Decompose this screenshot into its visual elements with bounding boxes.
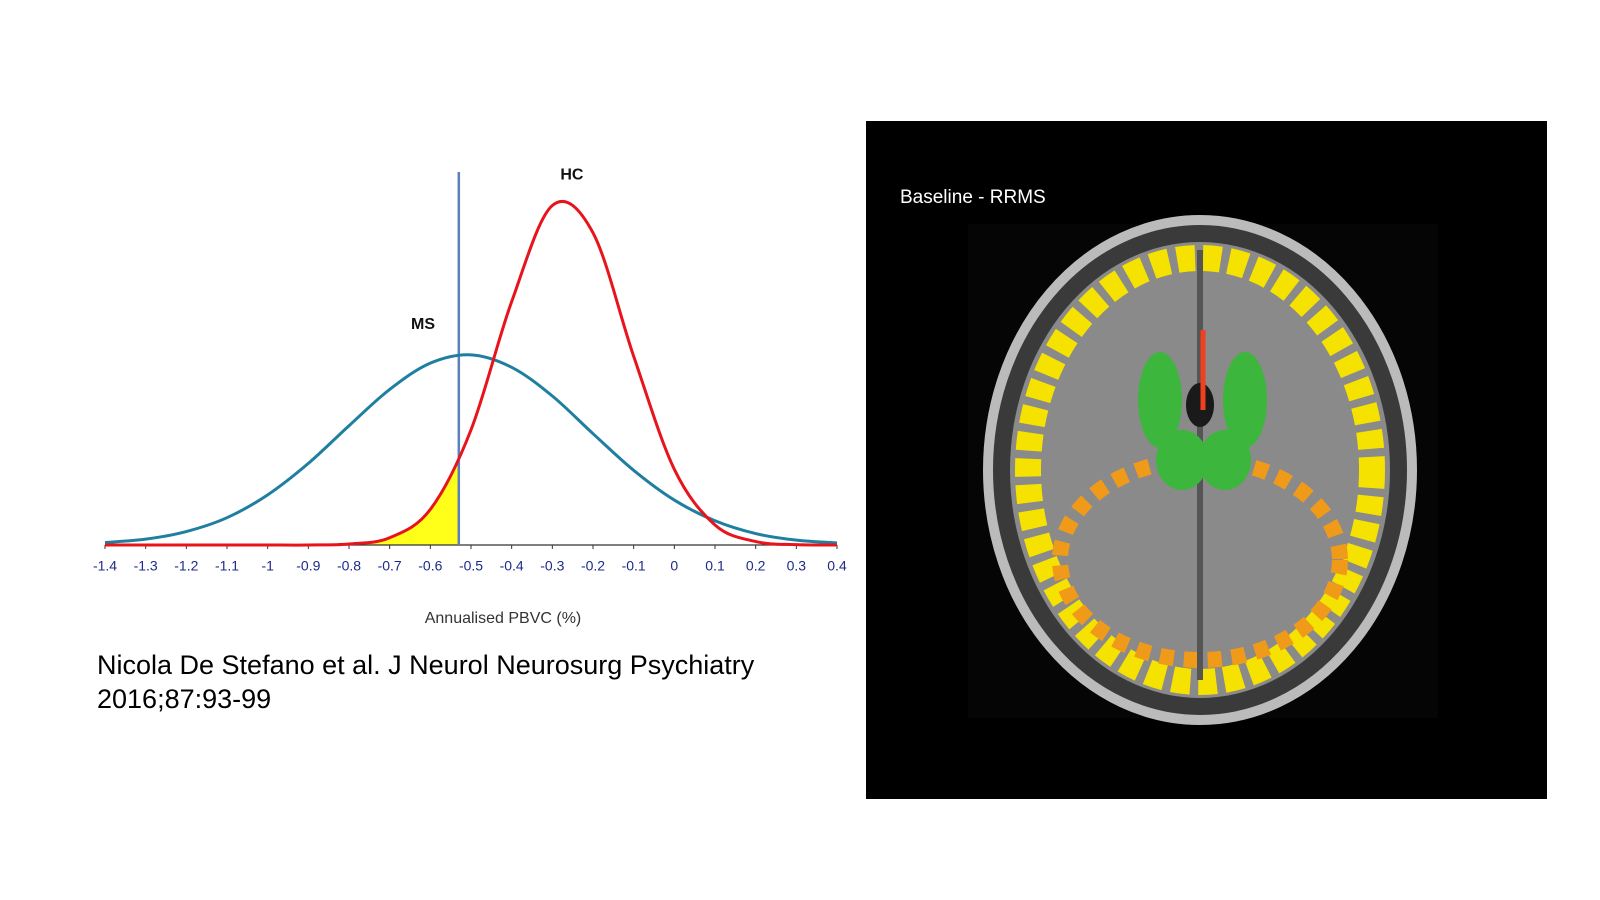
x-tick-label: -0.1 [622,558,646,574]
skull [983,215,1417,725]
x-tick-label: -0.2 [581,558,605,574]
deep-gm-right [1223,352,1267,448]
curve-label: HC [560,167,584,184]
image-caption: Baseline - RRMS [900,187,1046,208]
brain [1010,242,1390,698]
x-tick-label: -0.9 [296,558,320,574]
x-tick-label: 0.2 [746,558,766,574]
x-tick-label: -1.1 [215,558,239,574]
cortex-segmentation [1015,245,1385,695]
x-tick-label: 0.1 [705,558,725,574]
x-tick-label: -1.4 [93,558,117,574]
thalamus-left [1156,430,1208,490]
curve [104,353,838,545]
x-tick-label: -1 [261,558,274,574]
x-tick-label: 0.3 [787,558,807,574]
x-tick-label: 0.4 [827,558,847,574]
mri-background [866,121,1547,799]
x-tick-label: -1.2 [174,558,198,574]
x-tick-label: -0.4 [500,558,524,574]
shaded-area [105,458,459,545]
thalamus-right [1199,430,1251,490]
chart: Annualised PBVC (%) -1.4 -1.3 -1.2 -1.1 -1 -0… [93,167,847,628]
deep-gm-left [1138,352,1182,448]
x-tick-label: -0.8 [337,558,361,574]
ventricle [1186,383,1214,427]
x-tick-label: -0.3 [540,558,564,574]
x-axis-label: Annualised PBVC (%) [425,610,582,627]
curve-label: MS [411,316,435,333]
x-tick-label: 0 [670,558,678,574]
x-tick-label: -0.6 [418,558,442,574]
curve [104,199,838,547]
cortex-segmentation-posterior [1052,452,1348,668]
x-tick-label: -1.3 [134,558,158,574]
mri-frame [968,224,1438,718]
x-tick-label: -0.7 [378,558,402,574]
citation: Nicola De Stefano et al. J Neurol Neuros… [97,650,755,714]
x-tick-label: -0.5 [459,558,483,574]
